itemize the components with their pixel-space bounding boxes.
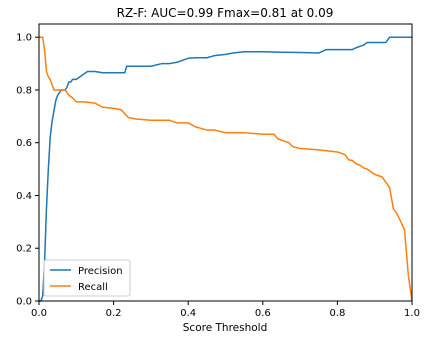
x-axis-ticks: 0.0 0.2 0.4 0.6 0.8 1.0 (31, 301, 420, 319)
y-tick-label: 0.8 (16, 85, 32, 96)
x-tick-label: 0.8 (329, 308, 345, 319)
x-tick-label: 0.6 (255, 308, 271, 319)
legend-label-precision: Precision (78, 266, 123, 277)
y-axis-ticks: 0.0 0.2 0.4 0.6 0.8 1.0 (16, 33, 39, 308)
x-tick-label: 0.0 (31, 308, 47, 319)
series-line-precision (39, 36, 412, 302)
series-line-recall (39, 36, 413, 302)
legend-label-recall: Recall (78, 282, 108, 293)
chart-title: RZ-F: AUC=0.99 Fmax=0.81 at 0.09 (117, 6, 334, 20)
y-tick-label: 0.6 (16, 138, 32, 149)
x-tick-label: 1.0 (404, 308, 420, 319)
y-tick-label: 1.0 (16, 33, 32, 44)
legend-box (43, 259, 131, 297)
y-tick-label: 0.0 (16, 297, 32, 308)
y-tick-label: 0.2 (16, 244, 32, 255)
series-layer (39, 36, 413, 302)
x-tick-label: 0.2 (106, 308, 122, 319)
plot-frame (38, 23, 413, 302)
legend: Precision Recall (43, 259, 131, 297)
x-tick-label: 0.4 (180, 308, 196, 319)
x-axis-title: Score Threshold (183, 322, 268, 334)
y-tick-label: 0.4 (16, 191, 32, 202)
